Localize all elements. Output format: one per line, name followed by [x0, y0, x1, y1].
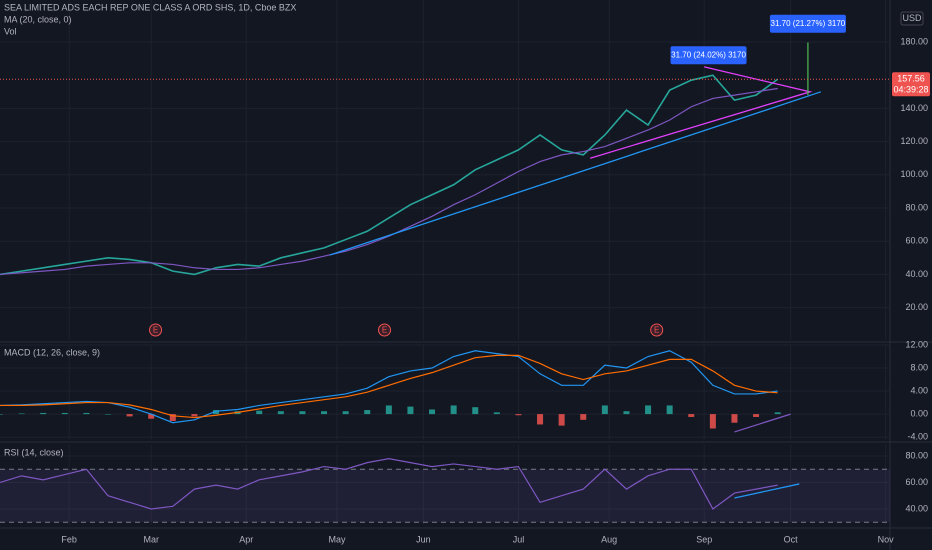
histogram-bar — [385, 405, 392, 415]
y-tick-label: 0.00 — [910, 408, 928, 418]
y-tick-label: 40.00 — [905, 503, 928, 513]
histogram-bar — [126, 414, 133, 417]
x-tick-label: Sep — [696, 534, 712, 544]
earnings-marker — [378, 323, 392, 337]
histogram-bar — [774, 412, 781, 415]
histogram-bar — [40, 412, 47, 415]
histogram-bar — [580, 414, 587, 420]
y-tick-label: 80.00 — [905, 202, 928, 212]
pane-label: MA (20, close, 0) — [4, 14, 72, 24]
histogram-bar — [688, 414, 695, 417]
histogram-bar — [342, 411, 349, 415]
y-tick-label: 4.00 — [910, 385, 928, 395]
x-tick-label: May — [328, 534, 346, 544]
histogram-bar — [623, 411, 630, 415]
y-tick-label: 120.00 — [900, 136, 928, 146]
histogram-bar — [277, 411, 284, 415]
histogram-bar — [256, 410, 263, 415]
histogram-bar — [299, 411, 306, 415]
rsi-band — [0, 469, 890, 523]
x-tick-label: Apr — [239, 534, 253, 544]
x-tick-label: Oct — [784, 534, 799, 544]
earnings-label: E — [654, 326, 659, 335]
pane-title: SEA LIMITED ADS EACH REP ONE CLASS A ORD… — [4, 2, 296, 12]
callout-box — [769, 14, 846, 33]
y-tick-label: -4.00 — [907, 431, 928, 441]
histogram-bar — [83, 412, 90, 415]
histogram-bar — [731, 414, 738, 423]
callout-text: 31.70 (21.27%) 3170 — [771, 19, 846, 28]
series-line — [0, 458, 778, 510]
currency-box — [900, 11, 924, 26]
histogram-bar — [0, 414, 3, 415]
histogram-bar — [493, 412, 500, 415]
trendline — [734, 483, 800, 499]
earnings-label: E — [153, 326, 158, 335]
callout-box — [670, 46, 747, 65]
histogram-bar — [558, 414, 565, 426]
trendline — [734, 413, 791, 433]
histogram-bar — [753, 414, 760, 417]
histogram-bar — [450, 405, 457, 415]
earnings-label: E — [382, 326, 387, 335]
trendline — [589, 66, 813, 159]
y-tick-label: 60.00 — [905, 236, 928, 246]
pane-title: RSI (14, close) — [4, 447, 64, 457]
histogram-bar — [429, 409, 436, 415]
histogram-bar — [105, 414, 112, 415]
y-tick-label: 80.00 — [905, 450, 928, 460]
earnings-marker — [650, 323, 664, 337]
x-tick-label: Nov — [878, 534, 895, 544]
last-price-label: 157.56 — [897, 74, 925, 84]
series-line — [0, 350, 778, 424]
histogram-bar — [61, 412, 68, 415]
y-tick-label: 140.00 — [900, 103, 928, 113]
histogram-bar — [213, 410, 220, 415]
histogram-bar — [515, 414, 522, 416]
y-tick-label: 180.00 — [900, 36, 928, 46]
x-tick-label: Aug — [601, 534, 617, 544]
x-tick-label: Feb — [61, 534, 77, 544]
series-line — [0, 74, 779, 276]
pane-label: Vol — [4, 26, 17, 36]
histogram-bar — [666, 405, 673, 415]
histogram-bar — [321, 411, 328, 415]
histogram-bar — [364, 410, 371, 415]
countdown: 04:39:28 — [893, 85, 928, 95]
histogram-bar — [537, 414, 544, 425]
y-tick-label: 40.00 — [905, 269, 928, 279]
y-tick-label: 60.00 — [905, 477, 928, 487]
histogram-bar — [709, 414, 716, 429]
y-tick-label: 100.00 — [900, 169, 928, 179]
x-tick-label: Jul — [513, 534, 525, 544]
histogram-bar — [472, 407, 479, 415]
earnings-marker — [149, 323, 163, 337]
y-tick-label: 12.00 — [905, 339, 928, 349]
histogram-bar — [18, 413, 25, 415]
histogram-bar — [407, 406, 414, 415]
x-tick-label: Mar — [143, 534, 159, 544]
currency: USD — [902, 13, 922, 23]
series-line — [0, 354, 778, 419]
pane-title: MACD (12, 26, close, 9) — [4, 347, 100, 357]
histogram-bar — [148, 414, 155, 419]
histogram-bar — [645, 405, 652, 415]
x-tick-label: Jun — [416, 534, 431, 544]
histogram-bar — [191, 414, 198, 417]
callout-text: 31.70 (24.02%) 3170 — [671, 50, 746, 59]
y-tick-label: 8.00 — [910, 362, 928, 372]
series-line — [0, 87, 778, 276]
trendline — [329, 91, 822, 256]
histogram-bar — [601, 405, 608, 415]
histogram-bar — [169, 414, 176, 421]
y-tick-label: 20.00 — [905, 302, 928, 312]
last-price-box — [892, 72, 930, 97]
